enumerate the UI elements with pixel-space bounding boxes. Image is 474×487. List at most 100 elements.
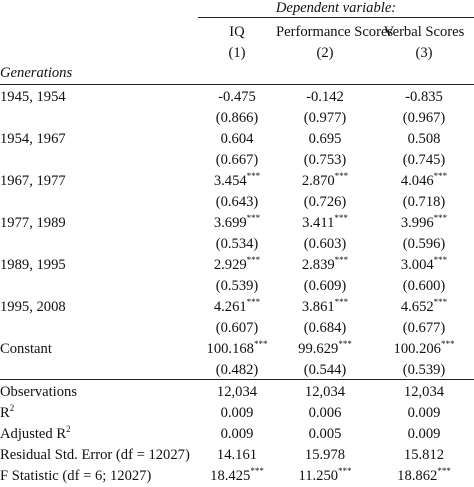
coefficient-value: 100.206 — [393, 341, 441, 357]
standard-error-cell: (0.482) — [215, 362, 259, 378]
statistic-value: 18.862 — [397, 468, 438, 484]
significance-stars: *** — [246, 255, 261, 265]
statistic-label: F Statistic (df = 6; 12027) — [0, 465, 151, 487]
dependent-variable-row: Dependent variable: — [0, 0, 474, 19]
coefficient-value: 3.454 — [213, 173, 247, 189]
statistic-label: Observations — [0, 381, 77, 403]
standard-error-cell: (0.609) — [303, 278, 347, 294]
statistic-cell: 0.006 — [276, 402, 374, 424]
coefficient-cell: -0.475 — [198, 86, 276, 108]
coefficient-cell: 3.996*** — [374, 212, 474, 234]
coefficient-value: 3.861 — [301, 299, 335, 315]
coefficient-value: 3.699 — [213, 215, 247, 231]
row-label: 1967, 1977 — [0, 173, 66, 189]
coefficient-value: 3.996 — [400, 215, 434, 231]
standard-error-cell: (0.677) — [402, 320, 446, 336]
header-bottom-rule — [0, 84, 474, 85]
statistic-cell: 12,034 — [198, 381, 276, 403]
coefficient-value: 0.508 — [407, 131, 441, 147]
coefficient-row: 1967, 1977 3.454*** 2.870*** 4.046*** — [0, 170, 474, 192]
significance-stars: *** — [334, 213, 348, 223]
coefficient-cell: 0.508 — [374, 128, 474, 150]
coefficient-value: 3.004 — [400, 257, 434, 273]
statistic-value: 0.005 — [308, 426, 342, 442]
row-label: 1977, 1989 — [0, 215, 66, 231]
standard-error-cell: (0.539) — [402, 362, 446, 378]
statistic-cell: 15.812 — [374, 444, 474, 466]
coefficient-cell: -0.142 — [276, 86, 374, 108]
coefficient-cell: 0.695 — [276, 128, 374, 150]
coefficient-cell: 4.261*** — [198, 296, 276, 318]
statistic-value: 0.009 — [220, 405, 254, 421]
stats-top-rule — [0, 379, 474, 380]
significance-stars: *** — [334, 297, 349, 307]
coefficient-cell: 4.046*** — [374, 170, 474, 192]
standard-error-cell: (0.866) — [215, 110, 259, 126]
row-label: 1989, 1995 — [0, 257, 66, 273]
row-label: Constant — [0, 341, 52, 357]
statistic-cell: 15.978 — [276, 444, 374, 466]
statistic-label-superscript: 2 — [66, 424, 71, 434]
standard-error-cell: (0.667) — [215, 152, 259, 168]
coefficient-row: 1995, 2008 4.261*** 3.861*** 4.652*** — [0, 296, 474, 318]
standard-error-cell: (0.745) — [402, 152, 446, 168]
standard-error-cell: (0.967) — [402, 110, 446, 126]
significance-stars: *** — [246, 171, 261, 181]
significance-stars: *** — [437, 466, 451, 476]
column-name-1: IQ — [229, 24, 245, 40]
statistic-cell: 18.862*** — [374, 465, 474, 487]
statistic-cell: 12,034 — [276, 381, 374, 403]
statistic-cell: 0.009 — [374, 402, 474, 424]
coefficient-value: 2.929 — [213, 257, 247, 273]
coefficient-cell: 2.870*** — [276, 170, 374, 192]
statistic-value: 0.009 — [407, 405, 441, 421]
significance-stars: *** — [440, 339, 455, 349]
row-label: 1945, 1954 — [0, 89, 66, 105]
coefficient-value: 99.629 — [298, 341, 339, 357]
statistic-cell: 14.161 — [198, 444, 276, 466]
significance-stars: *** — [433, 213, 448, 223]
statistic-value: 15.978 — [304, 447, 346, 463]
coefficient-row: 1977, 1989 3.699*** 3.411*** 3.996*** — [0, 212, 474, 234]
column-number-2: (2) — [316, 45, 334, 61]
statistic-label-text: Observations — [0, 384, 78, 400]
statistic-row: R2 0.009 0.006 0.009 — [0, 402, 474, 424]
statistic-cell: 12,034 — [374, 381, 474, 403]
statistic-cell: 18.425*** — [198, 465, 276, 487]
coefficient-row: 1945, 1954 -0.475 -0.142 -0.835 — [0, 86, 474, 108]
statistic-label: Adjusted R2 — [0, 423, 71, 445]
column-number-1: (1) — [228, 45, 246, 61]
coefficient-value: -0.142 — [306, 89, 344, 105]
group-label-row: Generations — [0, 62, 474, 84]
standard-error-cell: (0.603) — [303, 236, 347, 252]
statistic-cell: 0.009 — [198, 402, 276, 424]
coefficient-value: 100.168 — [206, 341, 254, 357]
statistic-value: 0.006 — [308, 405, 342, 421]
dependent-variable-label: Dependent variable: — [275, 0, 397, 16]
standard-error-cell: (0.684) — [303, 320, 347, 336]
coefficient-cell: 3.454*** — [198, 170, 276, 192]
coefficient-cell: 3.861*** — [276, 296, 374, 318]
header-underline — [198, 17, 474, 18]
coefficient-row: 1989, 1995 2.929*** 2.839*** 3.004*** — [0, 254, 474, 276]
statistic-value: 15.812 — [403, 447, 445, 463]
statistic-label: R2 — [0, 402, 14, 424]
standard-error-cell: (0.643) — [215, 194, 259, 210]
statistic-row: Residual Std. Error (df = 12027) 14.161 15… — [0, 444, 474, 466]
standard-error-row: (0.643) (0.726) (0.718) — [0, 191, 474, 213]
significance-stars: *** — [334, 255, 349, 265]
statistic-label: Residual Std. Error (df = 12027) — [0, 444, 190, 466]
column-number-3: (3) — [415, 45, 433, 61]
standard-error-cell: (0.544) — [303, 362, 347, 378]
coefficient-value: 4.652 — [400, 299, 434, 315]
significance-stars: *** — [433, 297, 448, 307]
coefficient-cell: 4.652*** — [374, 296, 474, 318]
significance-stars: *** — [253, 339, 268, 349]
row-label: 1995, 2008 — [0, 299, 66, 315]
coefficient-cell: 100.206*** — [374, 338, 474, 360]
significance-stars: *** — [433, 255, 448, 265]
coefficient-value: -0.475 — [218, 89, 256, 105]
statistic-value: 11.250 — [298, 468, 339, 484]
statistic-cell: 0.005 — [276, 423, 374, 445]
standard-error-row: (0.539) (0.609) (0.600) — [0, 275, 474, 297]
